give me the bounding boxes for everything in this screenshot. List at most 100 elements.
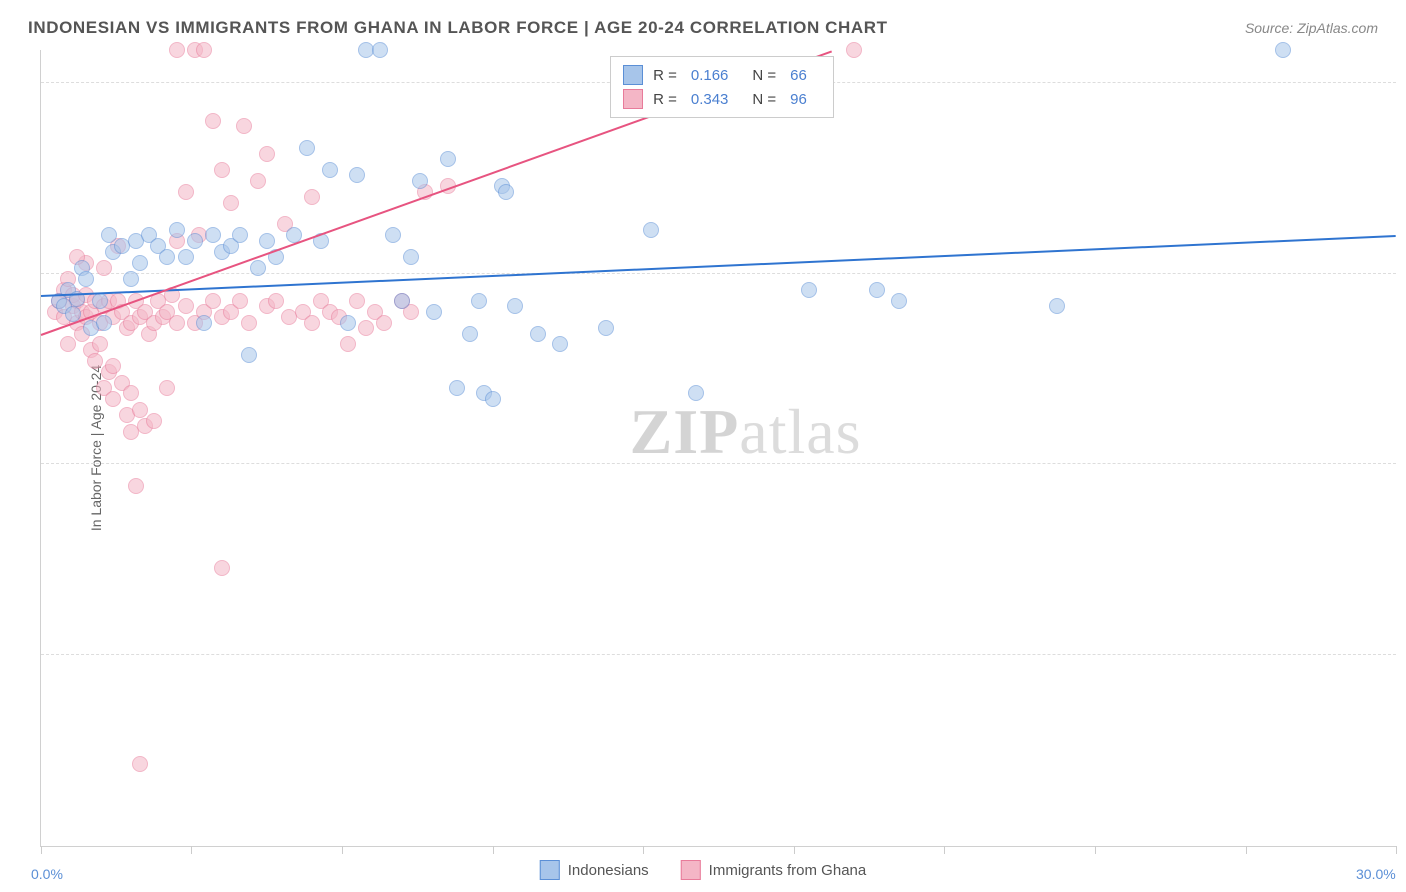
data-point: [250, 173, 266, 189]
legend-swatch: [540, 860, 560, 880]
r-value: 0.343: [691, 91, 729, 108]
x-tick: [944, 846, 945, 854]
data-point: [259, 233, 275, 249]
data-point: [159, 249, 175, 265]
data-point: [214, 560, 230, 576]
data-point: [349, 167, 365, 183]
data-point: [101, 227, 117, 243]
data-point: [105, 358, 121, 374]
n-value: 66: [790, 67, 807, 84]
data-point: [205, 113, 221, 129]
data-point: [846, 42, 862, 58]
data-point: [178, 184, 194, 200]
x-tick-label: 30.0%: [1356, 866, 1396, 882]
data-point: [340, 336, 356, 352]
data-point: [598, 320, 614, 336]
data-point: [232, 227, 248, 243]
data-point: [530, 326, 546, 342]
data-point: [187, 233, 203, 249]
data-point: [241, 315, 257, 331]
legend-label: Immigrants from Ghana: [709, 862, 867, 879]
data-point: [412, 173, 428, 189]
regression-line: [41, 235, 1396, 297]
data-point: [178, 249, 194, 265]
data-point: [169, 222, 185, 238]
x-tick: [41, 846, 42, 854]
data-point: [268, 293, 284, 309]
n-label: N =: [752, 91, 776, 108]
data-point: [304, 315, 320, 331]
r-label: R =: [653, 67, 677, 84]
data-point: [223, 195, 239, 211]
data-point: [92, 293, 108, 309]
data-point: [507, 298, 523, 314]
data-point: [385, 227, 401, 243]
gridline: [41, 273, 1396, 274]
data-point: [462, 326, 478, 342]
data-point: [169, 42, 185, 58]
x-tick: [1095, 846, 1096, 854]
data-point: [146, 413, 162, 429]
r-label: R =: [653, 91, 677, 108]
x-tick: [643, 846, 644, 854]
data-point: [299, 140, 315, 156]
data-point: [60, 336, 76, 352]
data-point: [426, 304, 442, 320]
data-point: [123, 385, 139, 401]
plot-area: 47.5%82.5%0.0%30.0%: [41, 50, 1396, 846]
data-point: [78, 271, 94, 287]
series-legend: Indonesians Immigrants from Ghana: [540, 860, 866, 880]
x-tick-label: 0.0%: [31, 866, 63, 882]
data-point: [304, 189, 320, 205]
data-point: [205, 293, 221, 309]
data-point: [688, 385, 704, 401]
data-point: [440, 151, 456, 167]
legend-stat-row: R = 0.343 N = 96: [623, 87, 821, 111]
data-point: [123, 271, 139, 287]
r-value: 0.166: [691, 67, 729, 84]
data-point: [349, 293, 365, 309]
data-point: [236, 118, 252, 134]
x-tick: [493, 846, 494, 854]
data-point: [214, 162, 230, 178]
data-point: [96, 260, 112, 276]
data-point: [132, 255, 148, 271]
data-point: [196, 315, 212, 331]
data-point: [552, 336, 568, 352]
data-point: [498, 184, 514, 200]
gridline: [41, 654, 1396, 655]
data-point: [92, 336, 108, 352]
data-point: [891, 293, 907, 309]
legend-swatch: [681, 860, 701, 880]
x-tick: [1396, 846, 1397, 854]
data-point: [159, 380, 175, 396]
gridline: [41, 463, 1396, 464]
data-point: [250, 260, 266, 276]
x-tick: [342, 846, 343, 854]
data-point: [372, 42, 388, 58]
chart-header: INDONESIAN VS IMMIGRANTS FROM GHANA IN L…: [28, 18, 1378, 38]
legend-swatch: [623, 65, 643, 85]
data-point: [394, 293, 410, 309]
chart-title: INDONESIAN VS IMMIGRANTS FROM GHANA IN L…: [28, 18, 888, 38]
data-point: [205, 227, 221, 243]
data-point: [1049, 298, 1065, 314]
data-point: [1275, 42, 1291, 58]
data-point: [128, 478, 144, 494]
legend-item: Indonesians: [540, 860, 649, 880]
data-point: [403, 249, 419, 265]
data-point: [322, 162, 338, 178]
data-point: [449, 380, 465, 396]
data-point: [196, 42, 212, 58]
data-point: [169, 315, 185, 331]
data-point: [376, 315, 392, 331]
data-point: [132, 756, 148, 772]
data-point: [358, 320, 374, 336]
legend-label: Indonesians: [568, 862, 649, 879]
n-value: 96: [790, 91, 807, 108]
data-point: [340, 315, 356, 331]
chart-container: In Labor Force | Age 20-24 47.5%82.5%0.0…: [40, 50, 1396, 847]
data-point: [132, 402, 148, 418]
legend-swatch: [623, 89, 643, 109]
n-label: N =: [752, 67, 776, 84]
